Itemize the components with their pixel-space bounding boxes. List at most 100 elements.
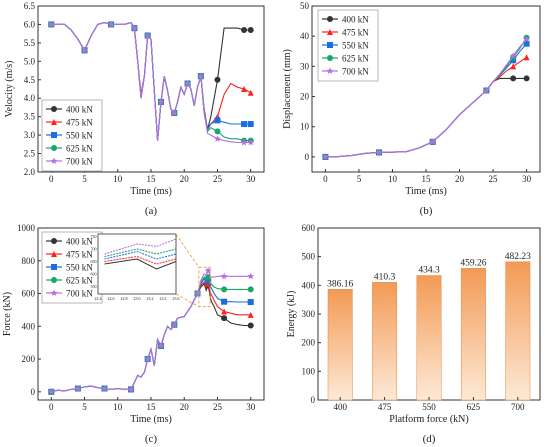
series-marker [523,75,530,82]
y-tick-label: 40 [300,31,310,41]
x-tick-label: 25 [489,174,499,184]
series-marker [205,277,212,284]
inset-x-tick-label: 23.2 [147,296,154,301]
inset-series-line [104,248,177,257]
x-tick-label: 5 [82,174,87,184]
x-tick-label: 30 [246,174,256,184]
y-tick-label: 2.5 [24,149,36,159]
x-tick-label: 550 [422,402,436,412]
x-tick-label: 0 [323,174,328,184]
legend-label: 475 kN [66,118,93,128]
y-tick-label: 6.0 [24,19,36,29]
x-tick-label: 475 [378,402,392,412]
series-marker [482,86,490,94]
inset-y-tick-label: 750 [91,234,97,239]
inset-y-tick-label: 600 [91,272,97,277]
y-tick-label: 20 [300,92,310,102]
inset-y-tick-label: 650 [91,259,97,264]
y-tick-label: 0 [305,152,310,162]
series-marker [523,35,531,43]
legend-label: 400 kN [66,105,93,115]
legend-label: 550 kN [342,41,369,51]
x-tick-label: 20 [180,174,190,184]
inset-x-tick-label: 23.6 [173,296,180,301]
y-tick-label: 400 [22,321,36,331]
series-marker [429,138,437,145]
legend-label: 700 kN [66,157,93,167]
x-tick-label: 25 [213,174,223,184]
bar-value-label: 434.3 [418,266,440,276]
series-marker [51,145,57,151]
x-tick-label: 15 [422,174,432,184]
series-marker [510,63,517,70]
x-axis-label: Time (ms) [130,186,172,197]
series-marker [221,308,228,315]
inset-series-line [104,250,177,260]
x-axis-label: Time (ms) [130,414,172,425]
legend-label: 475 kN [66,250,93,260]
series-marker [247,138,255,146]
inset-series-line [104,255,177,265]
legend-label: 475 kN [342,28,369,38]
series-marker [247,272,255,280]
y-tick-label: 0 [311,395,316,405]
series-marker [327,16,333,22]
y-axis-label: Velocity (m/s) [4,61,15,118]
series-marker [241,26,248,33]
y-axis-label: Energy (kJ) [286,291,297,338]
series-marker [221,298,228,305]
y-tick-label: 400 [302,280,316,290]
series-marker [157,98,165,105]
y-tick-label: 500 [302,252,316,262]
series-marker [51,251,57,257]
y-tick-label: 3.0 [24,130,36,140]
series-line [325,38,528,158]
series-marker [51,264,57,270]
inset-x-tick-label: 23.0 [134,296,141,301]
x-tick-label: 700 [511,402,525,412]
series-marker [247,26,254,33]
series-marker [50,157,58,164]
y-tick-label: 0 [31,387,36,397]
legend-label: 400 kN [342,15,369,25]
inset-x-tick-label: 22.8 [121,296,128,301]
panel-c-force: 0 5 10 15 20 25 30 0 200 400 600 800 1000 Time (ms) Fo… [2,223,265,445]
x-tick-label: 15 [147,174,157,184]
panel-b-displacement: 0 5 10 15 20 25 30 0 10 20 30 40 50 Time (ms) Displace… [282,1,541,217]
inset-series-line [104,258,177,270]
series-marker [247,322,254,329]
legend-label: 550 kN [66,131,93,141]
bar-value-label: 386.16 [327,279,353,289]
y-tick-label: 200 [302,338,316,348]
series-marker [510,75,517,82]
bar-value-label: 482.23 [505,252,531,262]
series-line [51,21,251,144]
legend-label: 625 kN [66,144,93,154]
series-marker [523,40,530,47]
y-tick-label: 300 [302,309,316,319]
series-marker [327,55,333,61]
inset-x-tick-label: 23.4 [160,296,167,301]
series-marker [157,342,165,349]
series-marker [170,109,178,116]
panel-label: (a) [145,205,158,217]
zoom-region-box [198,266,211,308]
series-marker [375,148,383,156]
series-marker [74,384,82,392]
y-tick-label: 600 [302,223,316,233]
series-marker [214,128,221,135]
series-marker [221,286,228,293]
series-marker [184,79,191,87]
series-marker [247,121,254,128]
series-marker [51,132,57,138]
bar [327,289,353,401]
legend-label: 400 kN [66,237,93,247]
series-marker [214,76,221,83]
inset-frame [97,233,177,295]
bar [416,275,442,401]
y-tick-label: 6.5 [24,1,36,11]
bar-value-label: 459.26 [460,258,486,268]
series-marker [523,54,530,61]
y-tick-label: 4.5 [24,75,36,85]
zoom-connector [175,233,200,268]
